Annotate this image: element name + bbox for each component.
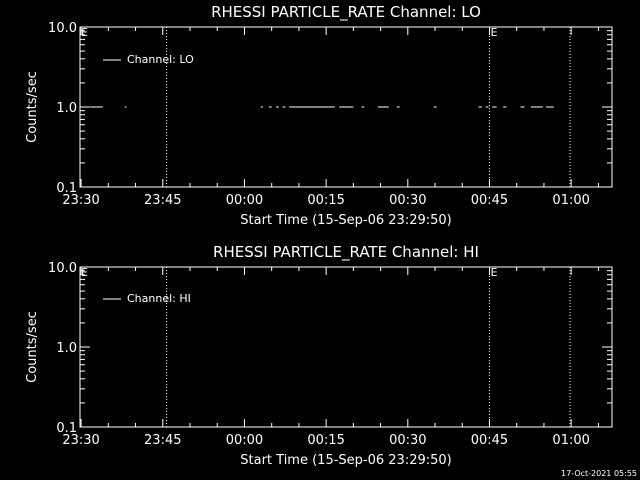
y-tick-label-lo: 1.0 — [56, 101, 77, 116]
panel-lo: 0.1 1.0 10.0 23:30 23:45 00:00 00:15 00:30 00:45… — [48, 21, 613, 208]
x-tick-label-lo: 23:45 — [144, 193, 181, 208]
chart-marks: 0.1 1.0 10.0 23:30 23:45 00:00 00:15 00:30 00:45… — [48, 21, 613, 448]
x-tick-label-lo: 23:30 — [62, 193, 99, 208]
corner-label-lo: E — [81, 26, 88, 39]
y-axis-label-hi: Counts/sec — [25, 311, 40, 383]
x-tick-label-hi: 23:30 — [62, 433, 99, 448]
y-tick-label-hi: 0.1 — [56, 421, 77, 436]
x-tick-label-hi: 23:45 — [144, 433, 181, 448]
footer-timestamp: 17-Oct-2021 05:55 — [561, 469, 637, 478]
legend-label-hi: Channel: HI — [127, 292, 191, 305]
y-axis-label-lo: Counts/sec — [25, 71, 40, 143]
chart-title-hi: RHESSI PARTICLE_RATE Channel: HI — [213, 243, 479, 262]
x-tick-label-lo: 00:15 — [307, 193, 344, 208]
corner-label-hi: E — [81, 266, 88, 279]
x-tick-label-lo: 00:30 — [389, 193, 426, 208]
y-tick-label-hi: 10.0 — [48, 261, 77, 276]
y-tick-label-lo: 10.0 — [48, 21, 77, 36]
y-tick-label-hi: 1.0 — [56, 341, 77, 356]
x-tick-label-hi: 01:00 — [552, 433, 589, 448]
legend-label-lo: Channel: LO — [127, 53, 194, 66]
panel-hi: 0.1 1.0 10.0 23:30 23:45 00:00 00:15 00:30 00:45… — [48, 261, 613, 448]
x-tick-label-hi: 00:30 — [389, 433, 426, 448]
x-tick-label-lo: 01:00 — [552, 193, 589, 208]
x-tick-label-lo: 00:45 — [471, 193, 508, 208]
time-marker-label-hi: E — [490, 266, 497, 279]
x-tick-label-hi: 00:15 — [307, 433, 344, 448]
plot-frame-hi — [79, 266, 613, 428]
x-axis-label-hi: Start Time (15-Sep-06 23:29:50) — [240, 453, 451, 468]
time-marker-label-lo: E — [490, 26, 497, 39]
x-tick-label-lo: 00:00 — [226, 193, 263, 208]
chart-title-lo: RHESSI PARTICLE_RATE Channel: LO — [211, 3, 481, 22]
x-tick-label-hi: 00:45 — [471, 433, 508, 448]
x-tick-label-hi: 00:00 — [226, 433, 263, 448]
y-tick-label-lo: 0.1 — [56, 181, 77, 196]
x-axis-label-lo: Start Time (15-Sep-06 23:29:50) — [240, 213, 451, 228]
